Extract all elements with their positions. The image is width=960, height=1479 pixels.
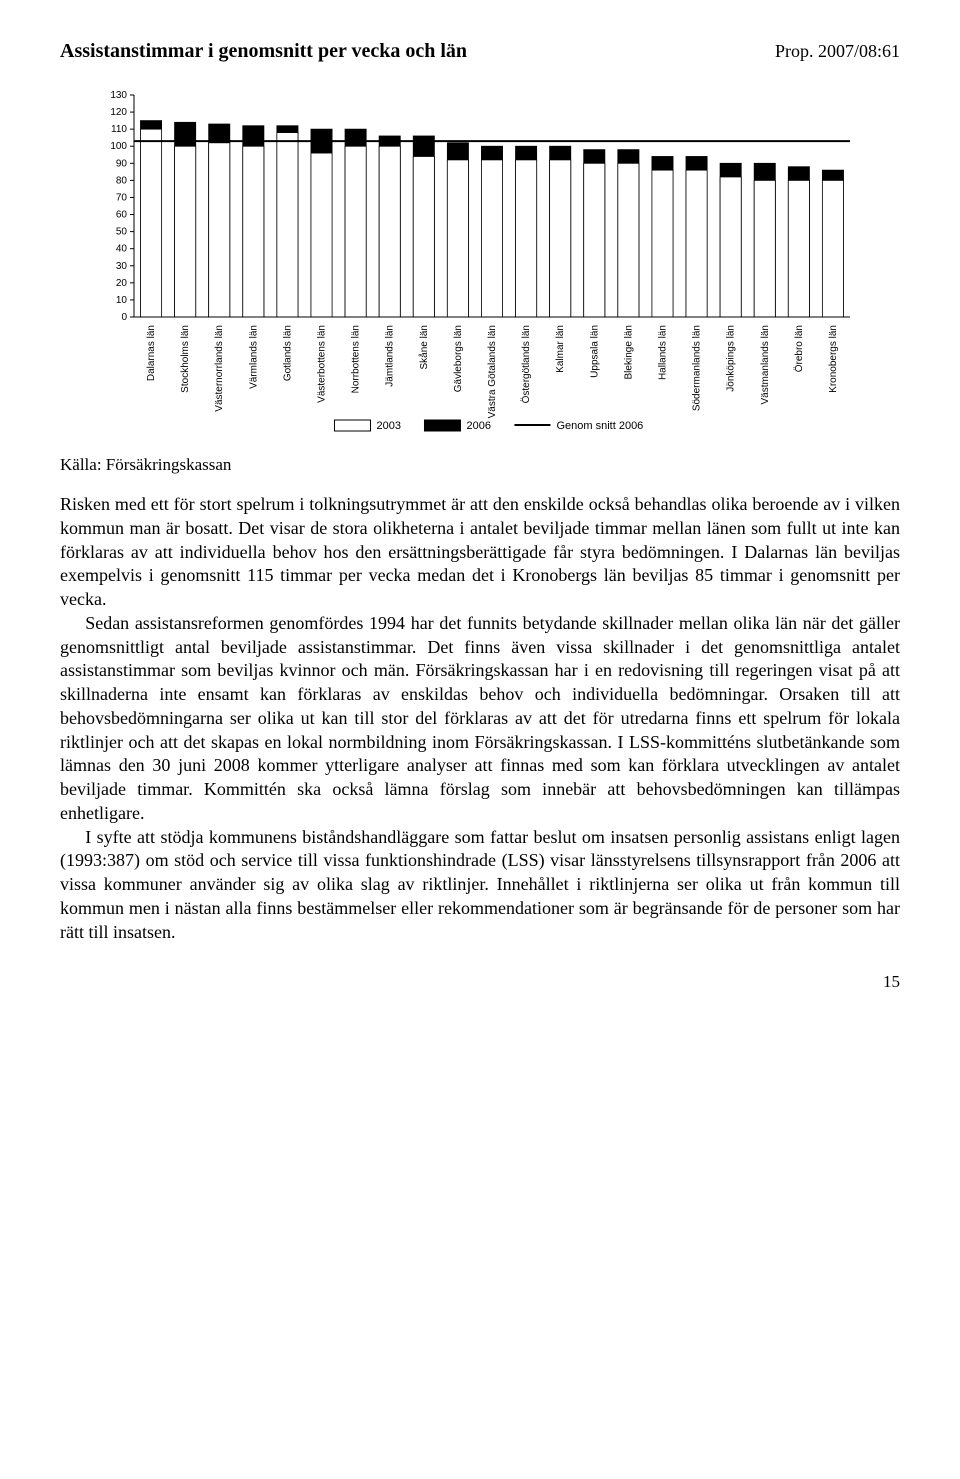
svg-text:20: 20 [116,278,128,289]
bar-2003 [447,160,468,317]
category-label: Blekinge län [623,325,634,379]
svg-text:0: 0 [121,312,127,323]
bar-2003 [413,156,434,317]
bar-2003 [175,146,196,317]
bar-2003 [550,160,571,317]
bar-2003 [209,143,230,317]
svg-text:60: 60 [116,210,128,221]
assistanstimmar-chart: 0 10 20 30 40 50 60 70 80 90 100 110 120 130 Dalarnas … [100,87,860,447]
category-label: Uppsala län [589,325,600,378]
category-label: Södermanlands län [692,325,703,411]
bar-2003 [822,180,843,317]
bar-2003 [311,153,332,317]
svg-text:100: 100 [110,141,127,152]
legend-label-2003: 2003 [376,420,400,432]
svg-text:90: 90 [116,158,128,169]
bar-2003 [652,170,673,317]
svg-text:50: 50 [116,227,128,238]
category-label: Västmanlands län [760,325,771,405]
bar-2003 [140,129,161,317]
category-label: Stockholms län [180,325,191,393]
svg-text:10: 10 [116,295,128,306]
legend-label-2006: 2006 [466,420,490,432]
source-label: Källa: Försäkringskassan [60,455,900,475]
svg-text:40: 40 [116,244,128,255]
category-label: Hallands län [657,325,668,380]
category-label: Jämtlands län [385,325,396,387]
svg-text:70: 70 [116,192,128,203]
body-text: Risken med ett för stort spelrum i tolkn… [60,493,900,944]
category-label: Örebro län [793,325,805,372]
category-label: Västerbottens län [317,325,328,403]
bar-2003 [516,160,537,317]
bar-2003 [379,146,400,317]
category-label: Kronobergs län [828,325,839,393]
chart-container: 0 10 20 30 40 50 60 70 80 90 100 110 120 130 Dalarnas … [100,87,860,447]
svg-text:30: 30 [116,261,128,272]
paragraph: Risken med ett för stort spelrum i tolkn… [60,493,900,612]
bar-2003 [345,146,366,317]
paragraph: I syfte att stödja kommunens biståndshan… [60,826,900,945]
bar-2003 [481,160,502,317]
category-label: Gotlands län [282,325,293,381]
category-label: Östergötlands län [520,325,532,403]
paragraph: Sedan assistansreformen genomfördes 1994… [60,612,900,826]
legend-swatch-2003 [334,420,370,431]
category-label: Dalarnas län [146,325,157,381]
svg-text:110: 110 [111,124,127,135]
bar-2003 [686,170,707,317]
category-label: Värmlands län [248,325,259,389]
legend-label-genomsnitt: Genom snitt 2006 [556,420,643,432]
bar-2003 [754,180,775,317]
category-label: Kalmar län [555,325,566,373]
svg-text:120: 120 [110,107,127,118]
category-label: Norrbottens län [351,325,362,393]
bar-2003 [584,163,605,317]
legend-swatch-2006 [424,420,460,431]
category-label: Gävleborgs län [453,325,464,392]
bar-2003 [720,177,741,317]
category-label: Västra Götalands län [487,325,498,418]
bar-2003 [788,180,809,317]
bar-2003 [618,163,639,317]
page-title: Assistanstimmar i genomsnitt per vecka o… [60,40,467,63]
bar-2003 [243,146,264,317]
bar-2003 [277,133,298,317]
page-number: 15 [60,972,900,992]
prop-label: Prop. 2007/08:61 [775,41,900,62]
svg-text:130: 130 [110,90,127,101]
svg-text:80: 80 [116,175,128,186]
category-label: Skåne län [418,325,430,369]
category-label: Västernorrlands län [214,325,225,412]
category-label: Jönköpings län [726,325,737,392]
